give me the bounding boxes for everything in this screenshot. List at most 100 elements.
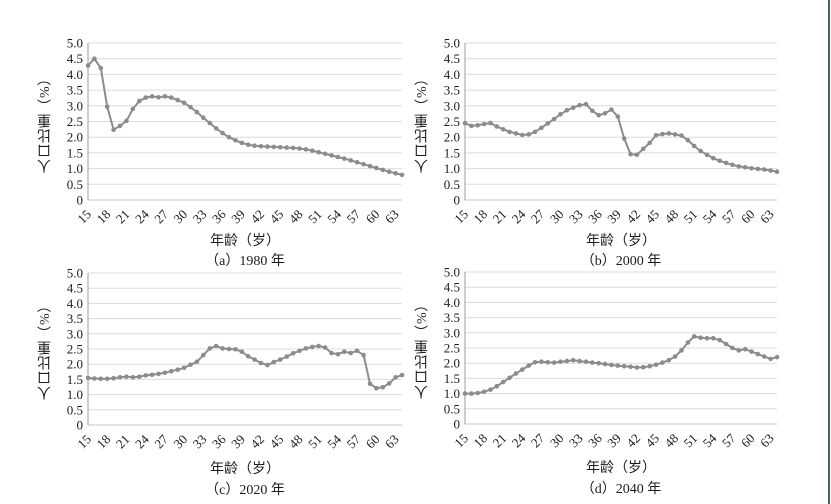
svg-text:4.5: 4.5 xyxy=(67,281,83,296)
svg-text:3.0: 3.0 xyxy=(444,98,460,113)
svg-text:3.5: 3.5 xyxy=(67,83,83,98)
svg-text:4.0: 4.0 xyxy=(67,296,83,311)
svg-text:30: 30 xyxy=(170,432,190,452)
svg-text:63: 63 xyxy=(382,207,402,227)
svg-text:54: 54 xyxy=(700,206,720,226)
page-border-line xyxy=(828,0,830,504)
svg-text:63: 63 xyxy=(757,207,777,227)
svg-text:27: 27 xyxy=(151,206,171,226)
svg-text:54: 54 xyxy=(324,431,344,451)
svg-text:42: 42 xyxy=(623,207,643,227)
svg-text:5.0: 5.0 xyxy=(67,36,83,51)
svg-text:24: 24 xyxy=(132,431,152,451)
svg-text:42: 42 xyxy=(623,431,643,451)
svg-text:3.0: 3.0 xyxy=(67,98,83,113)
svg-text:1.5: 1.5 xyxy=(444,371,460,386)
svg-text:1.0: 1.0 xyxy=(67,387,83,402)
svg-text:5.0: 5.0 xyxy=(444,265,460,280)
svg-text:21: 21 xyxy=(490,207,510,227)
svg-text:4.0: 4.0 xyxy=(67,67,83,82)
x-axis-title: 年龄（岁） xyxy=(210,462,280,477)
svg-text:42: 42 xyxy=(247,432,267,452)
svg-text:30: 30 xyxy=(547,207,567,227)
svg-text:5.0: 5.0 xyxy=(444,36,460,51)
svg-text:45: 45 xyxy=(642,431,662,451)
svg-text:57: 57 xyxy=(343,431,363,451)
svg-text:42: 42 xyxy=(247,207,267,227)
chart-panel-d: 人口比重（%） 5.0 4.5 4.0 3.5 3.0 2.5 2.0 1.5 1.0 0.5 0 1… xyxy=(413,265,799,504)
svg-text:15: 15 xyxy=(451,431,471,451)
svg-text:4.5: 4.5 xyxy=(67,51,83,66)
svg-text:2.5: 2.5 xyxy=(67,342,83,357)
svg-text:4.5: 4.5 xyxy=(444,280,460,295)
svg-text:54: 54 xyxy=(700,430,720,450)
svg-text:60: 60 xyxy=(738,207,758,227)
svg-text:63: 63 xyxy=(382,432,402,452)
svg-text:27: 27 xyxy=(151,431,171,451)
x-axis-title: 年龄（岁） xyxy=(586,461,656,476)
svg-text:51: 51 xyxy=(305,207,325,227)
svg-text:21: 21 xyxy=(113,207,133,227)
svg-text:3.0: 3.0 xyxy=(67,326,83,341)
svg-text:21: 21 xyxy=(490,431,510,451)
svg-text:18: 18 xyxy=(470,431,490,451)
svg-text:60: 60 xyxy=(363,432,383,452)
svg-text:24: 24 xyxy=(509,430,529,450)
svg-text:1.5: 1.5 xyxy=(67,372,83,387)
chart-panel-a: 人口比重（%） 5.0 4.5 4.0 3.5 3.0 2.5 2.0 1.5 1.0 0.5 0 1… xyxy=(36,36,422,272)
svg-text:2.0: 2.0 xyxy=(67,130,83,145)
svg-text:54: 54 xyxy=(324,206,344,226)
svg-text:2.5: 2.5 xyxy=(444,114,460,129)
panel-caption: （d）2040 年 xyxy=(580,482,662,497)
svg-text:27: 27 xyxy=(528,430,548,450)
svg-text:36: 36 xyxy=(585,430,605,450)
svg-text:18: 18 xyxy=(470,207,490,227)
x-axis-title: 年龄（岁） xyxy=(210,234,280,249)
svg-text:39: 39 xyxy=(228,432,248,452)
svg-text:39: 39 xyxy=(604,207,624,227)
svg-text:4.0: 4.0 xyxy=(444,295,460,310)
svg-text:0.5: 0.5 xyxy=(67,402,83,417)
svg-text:3.5: 3.5 xyxy=(444,310,460,325)
svg-text:45: 45 xyxy=(642,207,662,227)
svg-text:24: 24 xyxy=(132,206,152,226)
svg-text:18: 18 xyxy=(94,207,114,227)
svg-text:51: 51 xyxy=(681,431,701,451)
panel-caption: （a）1980 年 xyxy=(205,254,285,269)
svg-text:2.5: 2.5 xyxy=(67,114,83,129)
svg-text:27: 27 xyxy=(528,206,548,226)
svg-text:2.0: 2.0 xyxy=(444,130,460,145)
svg-text:36: 36 xyxy=(209,431,229,451)
svg-text:21: 21 xyxy=(113,432,133,452)
chart-panel-c: 人口比重（%） 5.0 4.5 4.0 3.5 3.0 2.5 2.0 1.5 1.0 0.5 0 1… xyxy=(36,266,422,504)
svg-text:3.5: 3.5 xyxy=(67,311,83,326)
svg-text:39: 39 xyxy=(604,431,624,451)
svg-text:51: 51 xyxy=(305,432,325,452)
svg-text:2.0: 2.0 xyxy=(67,357,83,372)
svg-text:36: 36 xyxy=(585,206,605,226)
svg-text:1.5: 1.5 xyxy=(444,145,460,160)
svg-text:60: 60 xyxy=(363,207,383,227)
svg-text:33: 33 xyxy=(566,207,586,227)
svg-text:0: 0 xyxy=(454,193,461,208)
svg-text:33: 33 xyxy=(566,431,586,451)
x-axis-title: 年龄（岁） xyxy=(586,234,656,249)
svg-text:0.5: 0.5 xyxy=(444,177,460,192)
svg-text:60: 60 xyxy=(738,431,758,451)
svg-text:0: 0 xyxy=(77,193,84,208)
svg-text:0: 0 xyxy=(77,418,84,433)
svg-text:3.0: 3.0 xyxy=(444,325,460,340)
svg-text:5.0: 5.0 xyxy=(67,266,83,281)
svg-text:57: 57 xyxy=(719,430,739,450)
svg-text:36: 36 xyxy=(209,206,229,226)
svg-text:1.0: 1.0 xyxy=(444,161,460,176)
svg-text:57: 57 xyxy=(719,206,739,226)
svg-text:30: 30 xyxy=(170,207,190,227)
svg-text:24: 24 xyxy=(509,206,529,226)
svg-text:2.0: 2.0 xyxy=(444,356,460,371)
